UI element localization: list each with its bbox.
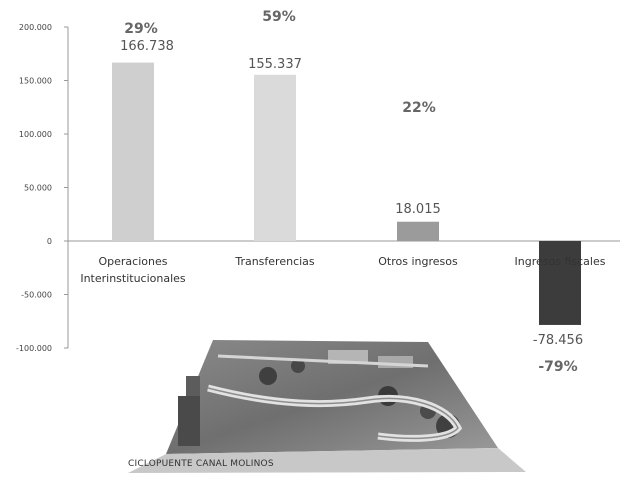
percent-label: -79% — [538, 359, 577, 375]
category-label: Otros ingresos — [378, 255, 458, 268]
category-label: Ingresos fiscales — [515, 255, 606, 268]
value-label: 18.015 — [395, 202, 441, 217]
category-label: Interinstitucionales — [80, 272, 186, 285]
value-label: 166.738 — [120, 39, 174, 54]
y-tick-label: -100.000 — [16, 344, 52, 353]
bar — [112, 62, 154, 242]
percent-label: 59% — [262, 9, 296, 25]
value-label: 155.337 — [248, 57, 302, 72]
y-tick-label: 150.000 — [19, 77, 52, 86]
bridge-photo — [128, 336, 528, 474]
value-label: -78.456 — [533, 333, 583, 348]
y-tick-label: 0 — [47, 237, 52, 246]
category-label: Transferencias — [234, 255, 315, 268]
y-tick-label: -50.000 — [21, 291, 52, 300]
bar — [397, 221, 439, 241]
y-tick-label: 50.000 — [24, 184, 52, 193]
bar — [254, 74, 296, 241]
category-label: Operaciones — [99, 255, 168, 268]
percent-label: 29% — [124, 21, 158, 37]
photo-caption: CICLOPUENTE CANAL MOLINOS — [128, 459, 274, 469]
bar — [539, 241, 581, 325]
y-tick-label: 100.000 — [19, 130, 52, 139]
y-tick-label: 200.000 — [19, 23, 52, 32]
percent-label: 22% — [402, 100, 436, 116]
